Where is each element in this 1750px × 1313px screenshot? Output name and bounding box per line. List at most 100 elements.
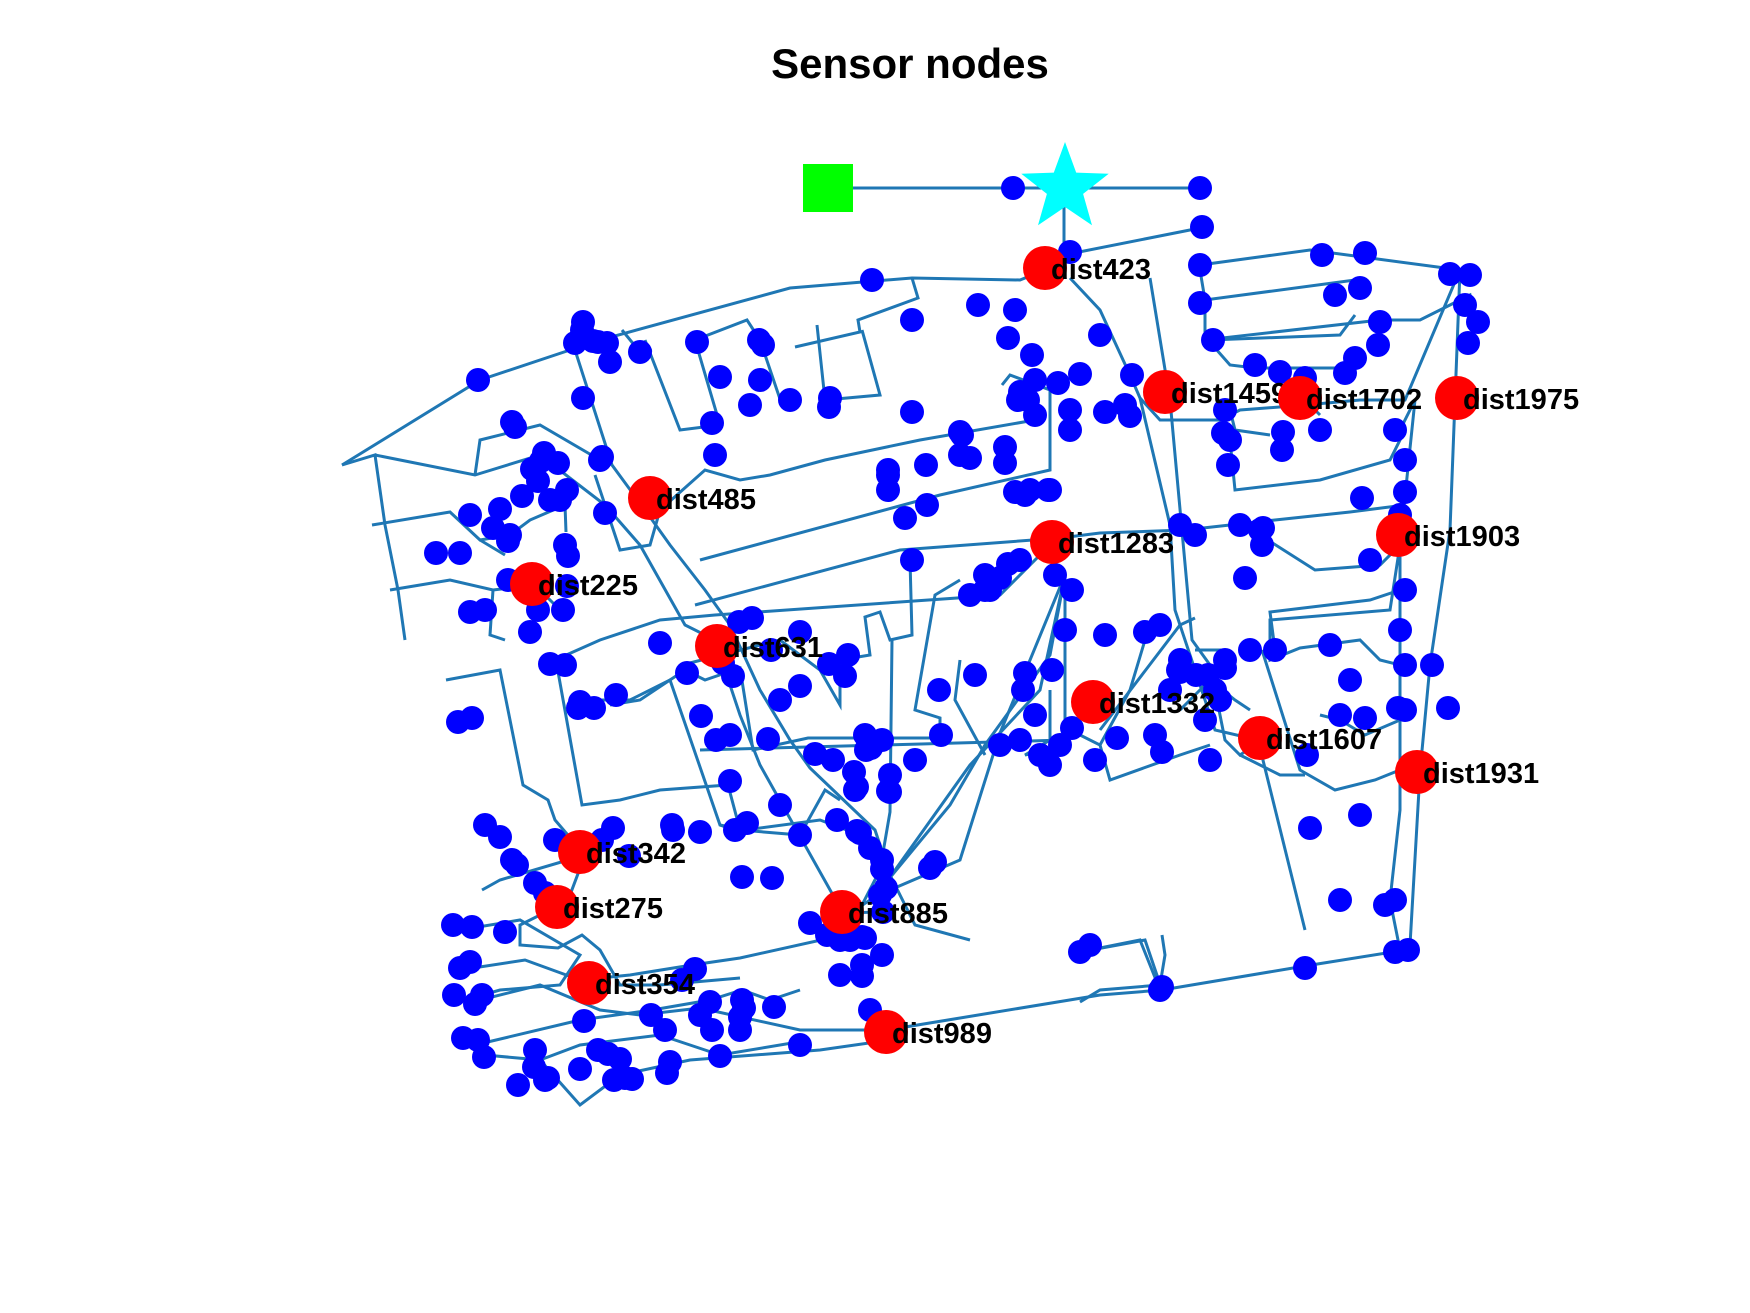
junction-node [500, 848, 524, 872]
junction-node [760, 866, 784, 890]
green-square-icon [803, 164, 853, 212]
pipe-56 [1388, 545, 1402, 951]
pipe-62 [1239, 753, 1305, 777]
junction-node [1008, 728, 1032, 752]
sensor-label-dist989: dist989 [892, 1018, 992, 1050]
junction-node [1093, 623, 1117, 647]
pipe-13 [518, 903, 741, 987]
junction-node [1353, 241, 1377, 265]
junction-node [1118, 404, 1142, 428]
pipe-3 [794, 277, 920, 349]
junction-node [1328, 888, 1352, 912]
sensor-node-dist885 [820, 890, 864, 934]
junction-node [1328, 703, 1352, 727]
junction-node [503, 415, 527, 439]
junction-node [1393, 578, 1417, 602]
junction-node [1243, 353, 1267, 377]
junction-node [1268, 360, 1292, 384]
junction-node [551, 598, 575, 622]
junction-node [993, 451, 1017, 475]
junction-node [460, 915, 484, 939]
pipe-27 [699, 373, 1052, 562]
junction-node [1188, 291, 1212, 315]
junction-node [788, 674, 812, 698]
junction-node [604, 683, 628, 707]
junction-node [751, 333, 775, 357]
junction-node [1208, 688, 1232, 712]
junction-node [1003, 298, 1027, 322]
junction-node [708, 1044, 732, 1068]
junction-node [639, 1003, 663, 1027]
junction-node [529, 449, 553, 473]
junction-node [853, 723, 877, 747]
junction-node [900, 400, 924, 424]
junction-node [704, 728, 728, 752]
junction-node [1323, 283, 1347, 307]
junction-node [1338, 668, 1362, 692]
junction-node [850, 953, 874, 977]
junction-node [893, 506, 917, 530]
junction-node [768, 688, 792, 712]
junction-node [821, 748, 845, 772]
junction-node [914, 453, 938, 477]
junction-node [570, 318, 594, 342]
pipe-59 [1268, 588, 1401, 651]
junction-node [1458, 263, 1482, 287]
sensor-label-dist1283: dist1283 [1058, 528, 1174, 560]
junction-node [1013, 483, 1037, 507]
junction-node [463, 992, 487, 1016]
junction-node [1201, 328, 1225, 352]
junction-node [1023, 703, 1047, 727]
junction-node [1466, 310, 1490, 334]
junction-node [1393, 480, 1417, 504]
sensor-label-dist225: dist225 [538, 570, 638, 602]
junction-node [1295, 743, 1319, 767]
junction-node [1263, 638, 1287, 662]
junction-node [915, 493, 939, 517]
sensor-label-dist1459: dist1459 [1171, 378, 1287, 410]
junction-node [1343, 346, 1367, 370]
junction-node [1310, 243, 1334, 267]
sensor-label-dist885: dist885 [848, 898, 948, 930]
source-layer [803, 142, 1109, 226]
junction-node [966, 293, 990, 317]
junction-node [700, 411, 724, 435]
junction-node [473, 813, 497, 837]
junction-node [556, 544, 580, 568]
junction-node [1456, 331, 1480, 355]
junction-node [572, 1009, 596, 1033]
pipe-29 [681, 559, 914, 711]
junction-node [595, 331, 619, 355]
junction-node [493, 920, 517, 944]
junction-node [788, 823, 812, 847]
junction-node [1350, 486, 1374, 510]
junction-node [1298, 816, 1322, 840]
junction-layer [424, 176, 1490, 1097]
junction-node [1238, 638, 1262, 662]
sensor-label-dist1931: dist1931 [1423, 758, 1539, 790]
junction-node [1188, 253, 1212, 277]
sensor-layer: dist423 dist1459 dist1702 dist1975 dist485 di… [510, 246, 1579, 1054]
junction-node [628, 340, 652, 364]
junction-node [1368, 310, 1392, 334]
junction-node [703, 443, 727, 467]
sensor-node-dist1283 [1030, 520, 1074, 564]
junction-node [518, 620, 542, 644]
junction-node [582, 696, 606, 720]
junction-node [617, 844, 641, 868]
junction-node [798, 911, 822, 935]
sensor-label-dist485: dist485 [656, 484, 756, 516]
junction-node [900, 548, 924, 572]
junction-node [788, 1033, 812, 1057]
pipe-5 [374, 453, 881, 915]
junction-node [1008, 380, 1032, 404]
junction-node [538, 652, 562, 676]
junction-node [768, 793, 792, 817]
junction-node [903, 748, 927, 772]
junction-node [1353, 706, 1377, 730]
junction-node [1120, 363, 1144, 387]
junction-node [1013, 661, 1037, 685]
junction-node [1386, 696, 1410, 720]
sensor-node-dist1607 [1238, 716, 1282, 760]
